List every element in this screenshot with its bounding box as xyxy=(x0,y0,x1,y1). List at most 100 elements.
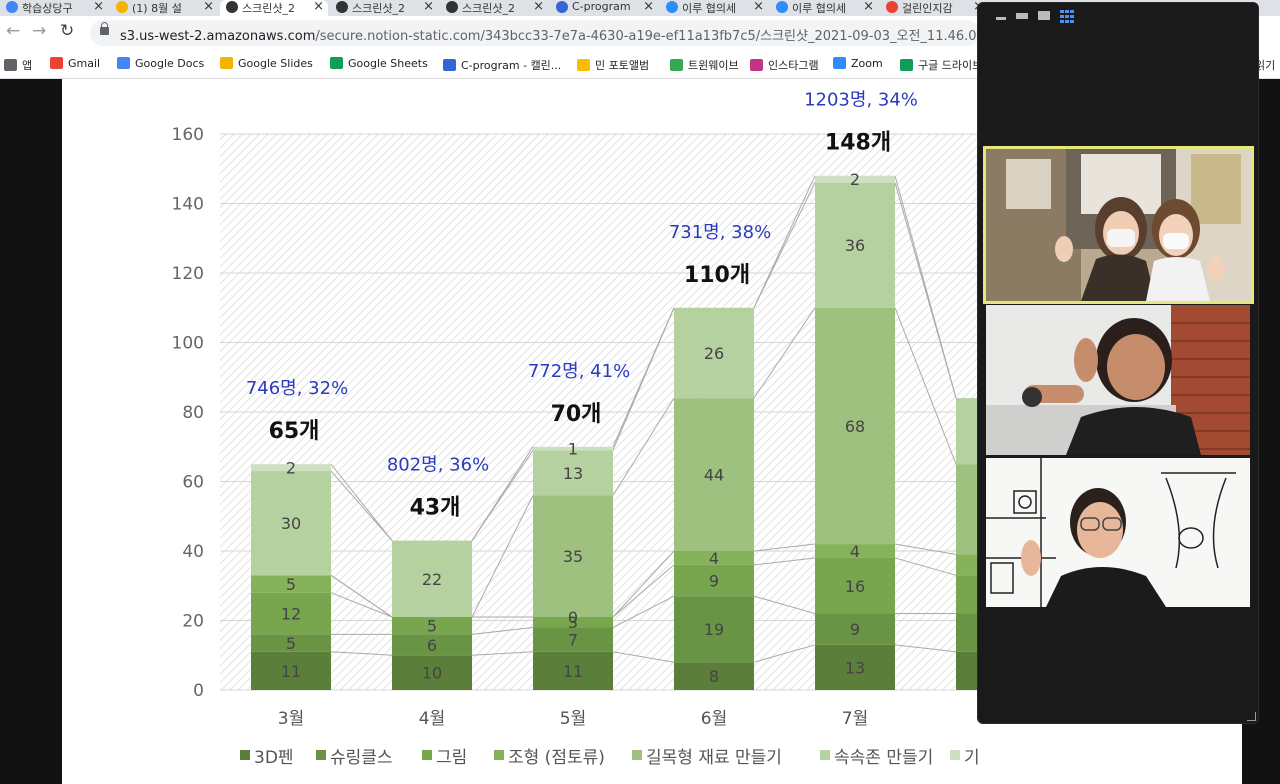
bar-segment-label: 7 xyxy=(568,631,578,650)
legend-swatch xyxy=(316,750,326,760)
close-icon[interactable]: × xyxy=(203,0,214,14)
speaker-view-button[interactable] xyxy=(1016,13,1028,19)
bookmark-favicon-icon xyxy=(750,59,763,71)
url-text[interactable]: s3.us-west-2.amazonaws.com/secure.notion… xyxy=(120,25,1021,44)
video-tile-participant-3[interactable] xyxy=(986,458,1250,607)
bar-total-label: 110개 xyxy=(684,263,750,288)
bookmark-item[interactable]: Google Slides xyxy=(220,57,313,70)
address-bar[interactable]: s3.us-west-2.amazonaws.com/secure.notion… xyxy=(90,20,1021,46)
arrow-left-icon[interactable]: ← xyxy=(6,21,21,41)
browser-tab[interactable]: 스크린샷_2 × xyxy=(330,0,438,16)
bar-segment xyxy=(392,655,472,690)
bar-segment xyxy=(815,613,895,645)
bar-segment xyxy=(392,617,472,635)
close-icon[interactable]: × xyxy=(313,0,324,14)
browser-tab[interactable]: (1) 8월 설 × xyxy=(110,0,218,16)
bar-segment xyxy=(956,554,980,576)
bookmark-favicon-icon xyxy=(330,57,343,69)
bar-segment xyxy=(251,634,331,652)
bar-total-label: 148개 xyxy=(825,131,891,156)
browser-tab[interactable]: 스크린샷_2 × xyxy=(440,0,548,16)
series-connector-line xyxy=(753,557,816,566)
tab-label: C-program xyxy=(572,0,631,13)
tab-label: 걸린인지감 xyxy=(902,2,953,15)
close-icon[interactable]: × xyxy=(533,0,544,14)
tab-favicon-icon xyxy=(446,1,458,13)
bookmark-item[interactable]: C-program - 캘린... xyxy=(443,57,561,73)
bar-segment xyxy=(815,544,895,558)
bookmark-item[interactable]: Google Sheets xyxy=(330,57,428,70)
bookmark-item[interactable]: 인스타그램 xyxy=(750,57,819,73)
zoom-view-controls xyxy=(978,3,1258,29)
url-host: s3.us-west-2.amazonaws.com xyxy=(120,29,316,44)
resize-handle[interactable] xyxy=(1247,712,1256,721)
browser-tab[interactable]: 학습상당구 × xyxy=(0,0,108,16)
bar-segment-label: 4 xyxy=(850,542,860,561)
bar-segment xyxy=(815,182,895,308)
bar-annotation: 1203명, 34% xyxy=(804,90,918,111)
browser-tab[interactable]: C-program × xyxy=(550,0,658,16)
close-icon[interactable]: × xyxy=(423,0,434,14)
bar-segment-label: 5 xyxy=(286,575,296,594)
bookmark-item[interactable]: Zoom xyxy=(833,57,883,70)
bookmark-favicon-icon xyxy=(117,57,130,69)
bookmark-item[interactable]: 트윈웨이브 xyxy=(670,57,739,73)
browser-tab[interactable]: 걸린인지감× xyxy=(880,0,988,16)
bar-segment xyxy=(533,651,613,690)
bar-segment-label: 0 xyxy=(568,608,578,627)
bar-segment-label: 1 xyxy=(568,439,578,458)
legend-entry: 3D펜 xyxy=(254,748,294,768)
legend-swatch xyxy=(820,750,830,760)
bookmark-item[interactable]: 민 포토앨범 xyxy=(577,57,649,73)
gallery-view-icon[interactable] xyxy=(1060,10,1074,23)
reload-icon[interactable]: ↻ xyxy=(60,21,75,41)
bar-segment xyxy=(674,596,754,663)
bookmark-label: Google Docs xyxy=(135,57,205,70)
bar-segment-label: 13 xyxy=(563,464,583,483)
bookmark-label: Zoom xyxy=(851,57,883,70)
series-connector-line xyxy=(612,564,675,618)
series-connector-line xyxy=(894,175,957,399)
bar-segment xyxy=(815,644,895,690)
bar-segment-label: 16 xyxy=(845,577,865,596)
bar-segment-label: 11 xyxy=(281,662,301,681)
bar-segment-label: 4 xyxy=(709,549,719,568)
series-connector-line xyxy=(471,446,534,541)
bookmark-favicon-icon xyxy=(670,59,683,71)
close-icon[interactable]: × xyxy=(863,0,874,14)
bookmark-label: 트윈웨이브 xyxy=(688,59,739,72)
close-icon[interactable]: × xyxy=(93,0,104,14)
series-connector-line xyxy=(612,595,675,628)
lock-icon[interactable] xyxy=(100,22,109,35)
bookmark-item[interactable]: Google Docs xyxy=(117,57,204,70)
legend-swatch xyxy=(240,750,250,760)
series-connector-line xyxy=(330,574,393,618)
bookmark-label: Google Sheets xyxy=(348,57,428,70)
legend-entry: 기타 xyxy=(964,748,980,768)
minimize-view-button[interactable] xyxy=(996,17,1006,20)
bar-segment xyxy=(674,551,754,565)
video-tile-participant-2[interactable] xyxy=(986,305,1250,455)
bar-total-label: 43개 xyxy=(410,496,461,521)
close-icon[interactable]: × xyxy=(753,0,764,14)
arrow-right-icon[interactable]: → xyxy=(32,21,47,41)
bar-segment xyxy=(674,398,754,551)
browser-tab[interactable]: 이루 협의세 × xyxy=(770,0,878,16)
video-feed-3 xyxy=(986,458,1250,607)
series-connector-line xyxy=(753,644,816,663)
x-tick-label: 4월 xyxy=(419,709,445,729)
bar-segment xyxy=(674,307,754,399)
browser-tab[interactable]: 스크린샷_2 × xyxy=(220,0,328,16)
bookmark-item[interactable]: 앱 xyxy=(4,57,32,73)
legend-swatch xyxy=(494,750,504,760)
chart-bars xyxy=(251,175,980,690)
bookmark-item[interactable]: Gmail xyxy=(50,57,100,70)
bookmark-item[interactable]: 읽기 xyxy=(1255,57,1275,73)
video-tile-participant-1[interactable] xyxy=(983,146,1254,304)
series-connector-line xyxy=(471,651,534,656)
bookmark-item[interactable]: 구글 드라이브 xyxy=(900,57,982,73)
strip-view-button[interactable] xyxy=(1038,11,1050,20)
close-icon[interactable]: × xyxy=(643,0,654,14)
browser-tab[interactable]: 이루 협의세 × xyxy=(660,0,768,16)
y-tick-label: 80 xyxy=(182,403,204,423)
